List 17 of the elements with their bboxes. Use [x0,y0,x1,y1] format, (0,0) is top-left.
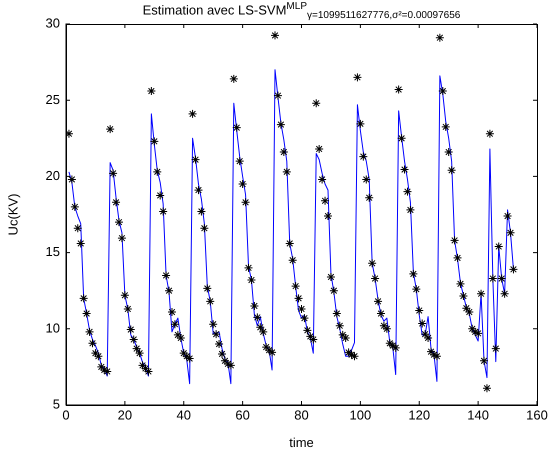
x-tick-label: 40 [176,407,191,422]
y-tick-label: 5 [52,396,60,412]
x-tick-label: 80 [294,407,309,422]
x-tick-label: 0 [62,407,70,422]
y-tick-label: 10 [46,320,60,336]
x-tick-label: 100 [350,407,372,422]
y-tick-label: 30 [46,16,60,31]
x-axis-title: time [289,434,314,450]
x-tick-label: 160 [526,407,548,422]
y-tick-label: 20 [46,168,60,183]
y-axis-title: Uc(KV) [5,194,20,236]
x-tick-label: 60 [235,407,250,422]
x-tick-label: 140 [467,407,489,422]
x-tick-label: 20 [118,407,132,422]
y-tick-label: 15 [46,244,60,260]
x-tick-label: 120 [408,407,430,422]
y-tick-label: 25 [46,92,60,107]
